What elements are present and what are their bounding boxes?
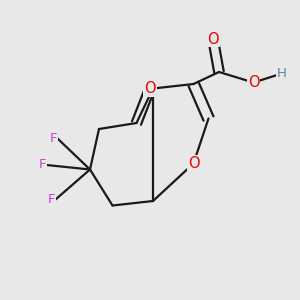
Text: F: F	[48, 193, 56, 206]
Text: O: O	[188, 156, 199, 171]
Text: F: F	[39, 158, 46, 172]
Text: O: O	[207, 32, 219, 46]
Text: O: O	[248, 75, 259, 90]
Text: F: F	[50, 131, 57, 145]
Text: H: H	[277, 67, 287, 80]
Text: O: O	[144, 81, 156, 96]
